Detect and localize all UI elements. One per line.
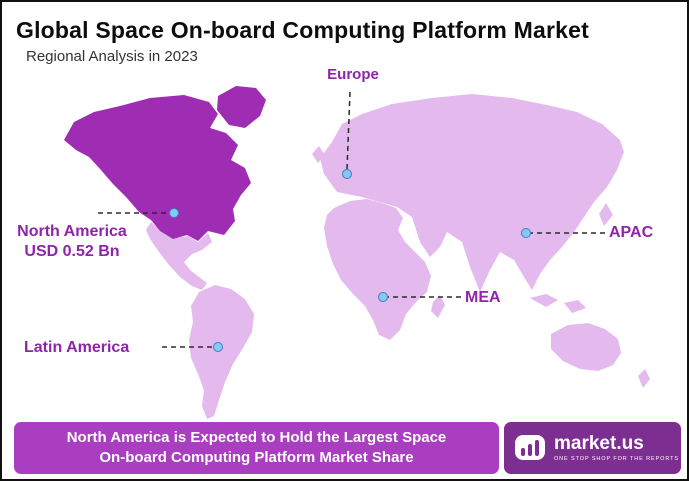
region-value-north-america: USD 0.52 Bn — [24, 243, 120, 260]
brand-logo-panel: market.us ONE STOP SHOP FOR THE REPORTS — [504, 422, 681, 474]
marker-apac — [521, 228, 531, 238]
region-label-north-america-name: North America — [17, 223, 127, 240]
marker-north-america — [169, 208, 179, 218]
landmass-africa — [324, 199, 431, 340]
landmass-japan — [599, 203, 613, 226]
landmass-madagascar — [431, 295, 445, 318]
brand-tagline: ONE STOP SHOP FOR THE REPORTS — [554, 456, 679, 462]
marketus-logo-icon — [515, 435, 545, 460]
landmass-south-america — [189, 285, 254, 419]
region-label-latin-america: Latin America — [24, 339, 130, 356]
landmass-australia — [551, 323, 621, 371]
landmass-greenland — [217, 86, 266, 128]
brand-logo-text: market.us ONE STOP SHOP FOR THE REPORTS — [554, 434, 679, 462]
landmass-indonesia-west — [530, 294, 558, 307]
callout-line-europe — [346, 91, 351, 170]
subtitle: Regional Analysis in 2023 — [26, 48, 198, 66]
brand-name: market.us — [554, 433, 644, 454]
page-title: Global Space On-board Computing Platform… — [16, 17, 589, 43]
annotation-line-1: North America is Expected to Hold the La… — [66, 428, 447, 446]
landmass-new-zealand — [638, 369, 650, 388]
annotation-banner: North America is Expected to Hold the La… — [14, 422, 499, 474]
marker-europe — [342, 169, 352, 179]
landmass-eurasia — [320, 94, 624, 292]
marker-latin-america — [213, 342, 223, 352]
region-label-apac: APAC — [609, 224, 654, 241]
marker-mea — [378, 292, 388, 302]
landmass-north-america — [64, 95, 251, 241]
landmass-britain — [312, 146, 325, 163]
region-label-mea: MEA — [465, 289, 501, 306]
region-label-north-america: North America USD 0.52 Bn — [6, 222, 138, 262]
landmass-mexico-central-america — [146, 222, 212, 290]
region-label-europe: Europe — [327, 66, 379, 83]
annotation-line-2: On-board Computing Platform Market Share — [99, 449, 414, 466]
landmass-indonesia-east — [564, 300, 586, 313]
